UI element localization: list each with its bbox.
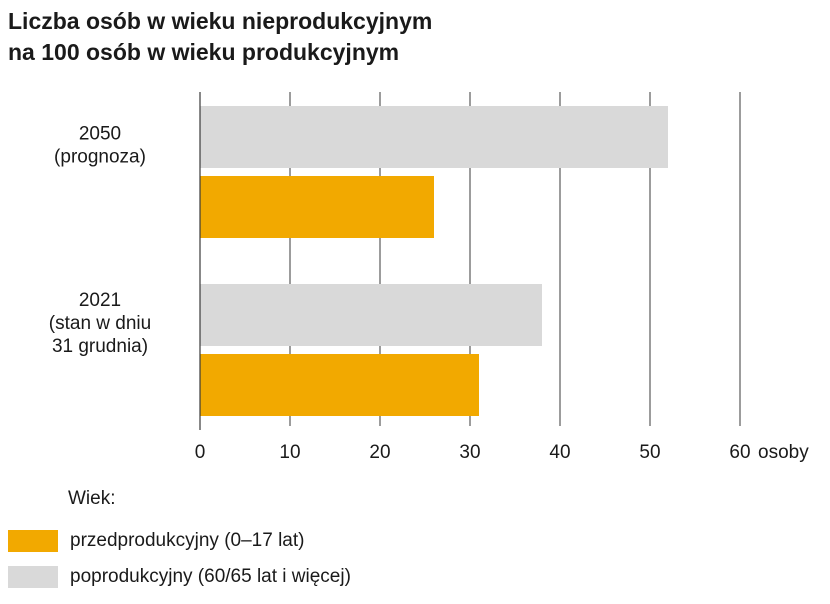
category-label-2050-line-1: (prognoza) xyxy=(54,147,146,168)
legend-swatch-przedprodukcyjny xyxy=(8,530,58,552)
bar-2050-series-1 xyxy=(200,176,434,238)
bar-2021-series-0 xyxy=(200,284,542,346)
x-tick-label-40: 40 xyxy=(549,442,570,463)
x-tick-label-0: 0 xyxy=(195,442,206,463)
bar-2021-series-1 xyxy=(200,354,479,416)
category-label-2021-line-2: 31 grudnia) xyxy=(52,336,148,357)
category-label-2050-line-0: 2050 xyxy=(79,124,121,145)
chart-title-line-2: na 100 osób w wieku produkcyjnym xyxy=(8,39,400,65)
x-tick-label-50: 50 xyxy=(639,442,660,463)
legend-item-poprodukcyjny: poprodukcyjny (60/65 lat i więcej) xyxy=(8,563,351,591)
bar-2050-series-0 xyxy=(200,106,668,168)
category-label-2021-line-1: (stan w dniu xyxy=(49,313,151,334)
legend-swatch-poprodukcyjny xyxy=(8,566,58,588)
legend-item-przedprodukcyjny: przedprodukcyjny (0–17 lat) xyxy=(8,527,304,555)
x-tick-label-10: 10 xyxy=(279,442,300,463)
x-tick-label-20: 20 xyxy=(369,442,390,463)
x-tick-label-30: 30 xyxy=(459,442,480,463)
chart-title-line-1: Liczba osób w wieku nieprodukcyjnym xyxy=(8,8,433,34)
chart-title: Liczba osób w wieku nieprodukcyjnym na 1… xyxy=(8,6,432,68)
x-axis-unit-label: osoby xyxy=(758,442,809,463)
x-tick-label-60: 60 xyxy=(729,442,750,463)
legend-label-przedprodukcyjny: przedprodukcyjny (0–17 lat) xyxy=(70,530,305,551)
category-label-2021-line-0: 2021 xyxy=(79,290,121,311)
legend-label-poprodukcyjny: poprodukcyjny (60/65 lat i więcej) xyxy=(70,566,351,587)
legend-title: Wiek: xyxy=(68,488,116,509)
